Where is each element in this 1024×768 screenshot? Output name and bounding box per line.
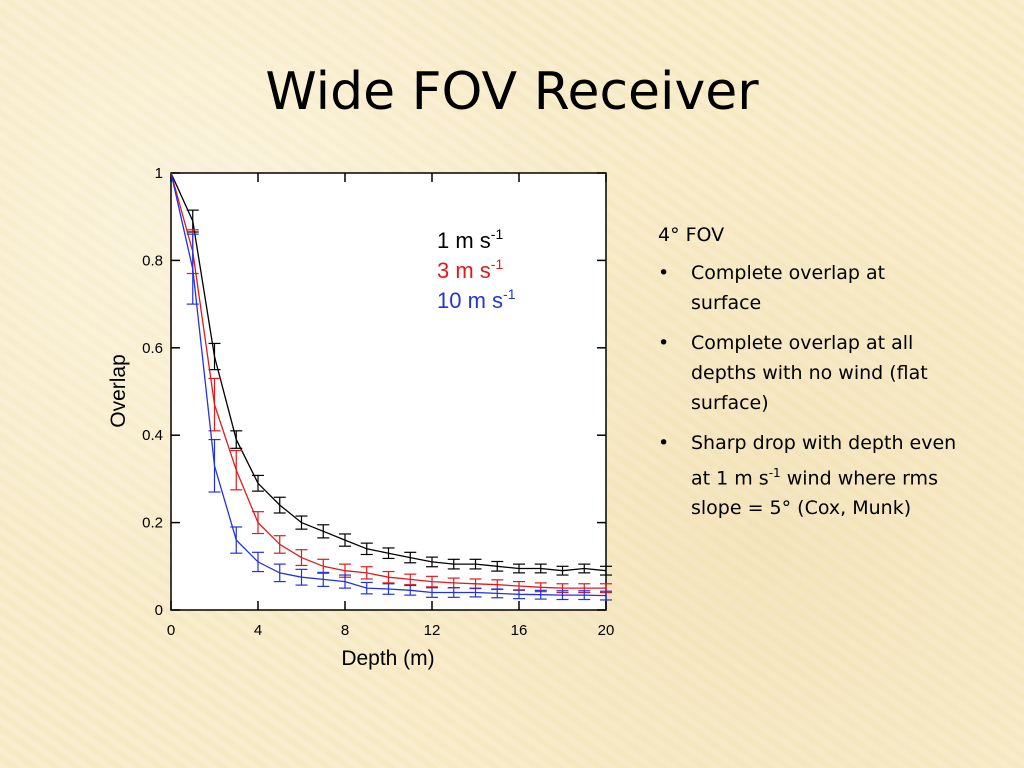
error-bar <box>360 581 373 595</box>
bullet-text: Complete overlap at surface <box>691 262 886 314</box>
error-bar <box>556 590 569 601</box>
y-tick-label: 0.6 <box>142 340 163 357</box>
error-bar <box>317 571 330 588</box>
y-tick-label: 0.4 <box>142 427 163 444</box>
bullet-panel: 4° FOV • Complete overlap at surface • C… <box>658 220 958 533</box>
error-bar <box>230 449 243 491</box>
y-axis-label: Overlap <box>107 354 130 428</box>
error-bar <box>208 438 221 493</box>
error-bar <box>230 526 243 554</box>
error-bar <box>556 565 569 576</box>
legend-superscript: -1 <box>491 226 504 242</box>
legend: 1 m s-13 m s-110 m s-1 <box>437 226 516 313</box>
error-bar <box>230 430 243 449</box>
legend-entry: 10 m s-1 <box>437 286 516 313</box>
x-tick-label: 0 <box>167 622 175 639</box>
y-tick-label: 1 <box>155 165 163 182</box>
error-bar <box>426 556 438 568</box>
error-bar <box>186 233 199 305</box>
error-bar <box>404 584 417 596</box>
slide-title: Wide FOV Receiver <box>265 62 759 122</box>
error-bar <box>469 558 482 570</box>
bullet-text: Complete overlap at all depths with no w… <box>691 332 928 414</box>
error-bar <box>339 574 351 589</box>
legend-label: 10 m s <box>437 288 503 313</box>
legend-superscript: -1 <box>491 256 504 272</box>
error-bar <box>491 560 504 572</box>
error-bar <box>208 342 221 371</box>
series-2 <box>170 172 612 601</box>
error-bar <box>252 474 264 492</box>
bullet-list: • Complete overlap at surface • Complete… <box>658 258 958 523</box>
error-bar <box>600 565 612 576</box>
bullet-dot-icon: • <box>658 432 670 454</box>
error-bar <box>382 583 395 595</box>
x-tick-label: 4 <box>254 622 262 639</box>
bullet-text-post: wind where rms slope = 5° (Cox, Munk) <box>691 467 938 520</box>
bullet-text-pre: Sharp drop with depth even at 1 m s <box>691 432 957 490</box>
error-bar <box>404 573 417 586</box>
y-tick-label: 0.8 <box>142 252 163 269</box>
y-tick-label: 0 <box>155 602 163 619</box>
error-bar <box>273 496 286 514</box>
error-bar <box>317 524 330 539</box>
legend-entry: 1 m s-1 <box>437 226 503 253</box>
x-tick-label: 20 <box>598 622 615 639</box>
legend-label: 3 m s <box>437 258 491 283</box>
error-bar <box>382 570 395 584</box>
error-bar <box>273 535 286 554</box>
error-bar <box>513 589 525 600</box>
error-bar <box>578 590 591 601</box>
error-bar <box>360 566 373 580</box>
legend-label: 1 m s <box>437 228 491 253</box>
error-bar <box>382 547 395 560</box>
x-tick-label: 8 <box>341 622 349 639</box>
error-bar <box>447 587 460 598</box>
error-bar <box>513 563 525 574</box>
bullet-dot-icon: • <box>658 262 670 284</box>
bullet-item: • Complete overlap at all depths with no… <box>658 328 958 418</box>
series-0 <box>170 172 612 576</box>
error-bar <box>578 563 591 574</box>
error-bar <box>295 568 308 586</box>
error-bar <box>600 590 612 601</box>
legend-superscript: -1 <box>503 286 516 302</box>
plot-area <box>170 172 607 611</box>
error-bar <box>360 542 373 556</box>
error-bar <box>534 589 547 600</box>
error-bar <box>426 575 438 588</box>
x-tick-label: 12 <box>424 622 441 639</box>
x-axis-label: Depth (m) <box>341 647 434 670</box>
error-bar <box>469 587 482 598</box>
legend-entry: 3 m s-1 <box>437 256 503 283</box>
y-tick-label: 0.2 <box>142 515 163 532</box>
error-bar <box>252 551 264 573</box>
error-bar <box>426 587 438 598</box>
bullet-text-sup: -1 <box>768 466 781 480</box>
overlap-vs-depth-chart: Overlap Depth (m) 0 4 8 12 16 20 0 0.2 0.4 0.6 0.8… <box>107 165 615 670</box>
error-bar <box>295 549 308 567</box>
error-bar <box>404 551 417 564</box>
bullet-heading: 4° FOV <box>658 224 725 246</box>
error-bar <box>491 588 504 599</box>
bullet-dot-icon: • <box>658 332 670 354</box>
error-bar <box>447 558 460 570</box>
error-bar <box>534 563 547 574</box>
error-bar <box>252 511 264 535</box>
error-bar <box>339 533 351 547</box>
error-bar <box>273 563 286 583</box>
bullet-item: • Sharp drop with depth even at 1 m s-1 … <box>658 428 958 523</box>
x-tick-label: 16 <box>511 622 528 639</box>
bullet-item: • Complete overlap at surface <box>658 258 958 318</box>
error-bar <box>295 515 308 530</box>
